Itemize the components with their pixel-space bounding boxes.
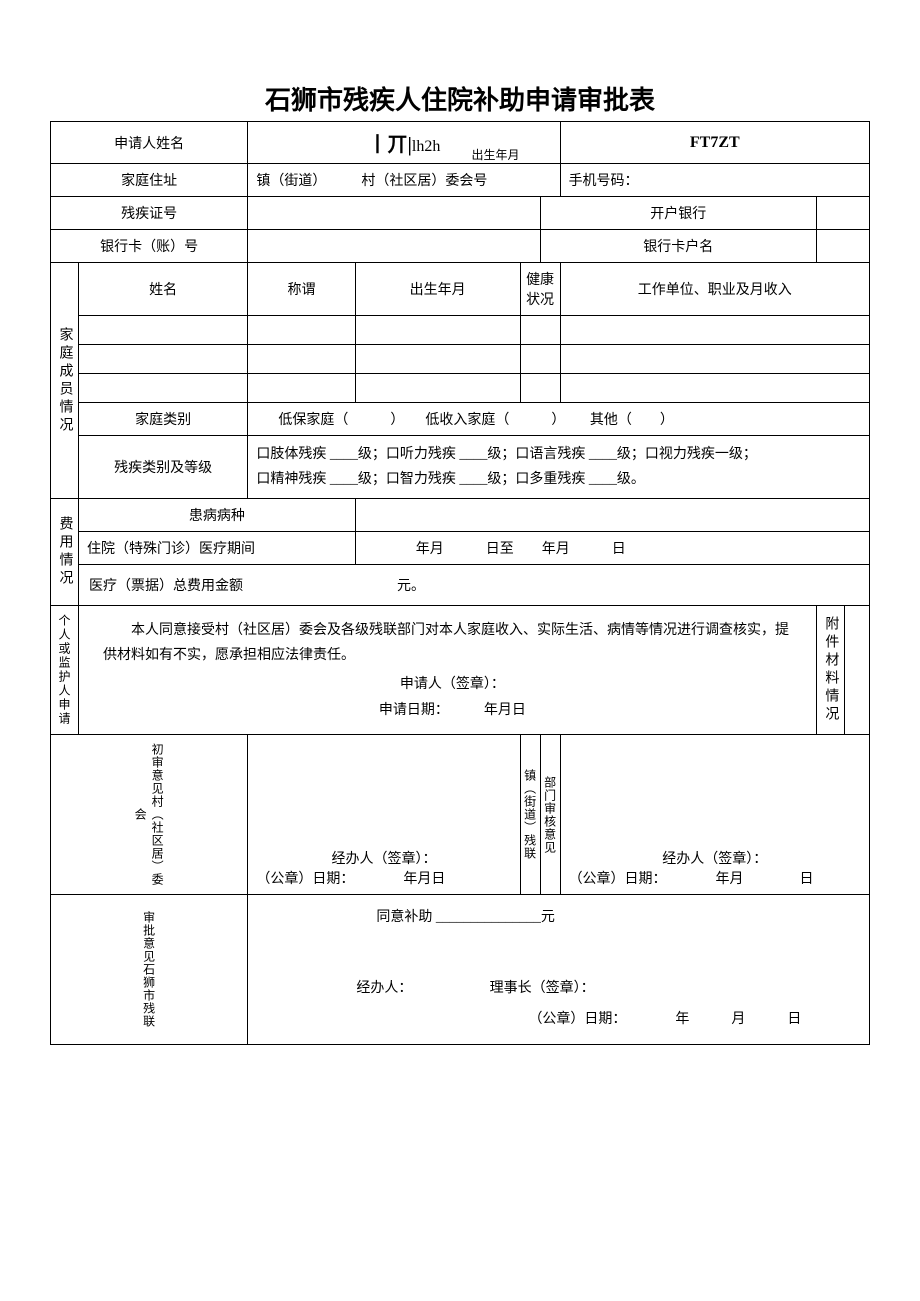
fm-health-label: 健康状况 [520,263,560,316]
total-cost-cell[interactable]: 医疗（票据）总费用金额 元。 [79,565,870,606]
disability-cert-label: 残疾证号 [51,197,248,230]
bank-card-holder-cell[interactable] [816,230,869,263]
bank-card-label: 银行卡（账）号 [51,230,248,263]
fm-name-label: 姓名 [79,263,248,316]
family-member-row[interactable] [51,316,870,345]
village-review-label: 初审意见村︵社区居︶委会 [51,735,248,895]
applicant-name-cell[interactable]: 丨丌|lh2h 出生年月 [248,122,560,164]
phone-cell[interactable]: FT7ZT [560,122,869,164]
illness-label: 患病病种 [79,499,356,532]
village-review-cell[interactable]: 经办人（签章）： （公章）日期： 年月日 [248,735,520,895]
period-label: 住院（特殊门诊）医疗期间 [79,532,356,565]
family-type-label: 家庭类别 [79,403,248,436]
fm-dob-label: 出生年月 [355,263,520,316]
declaration-section: 个人或监护人申请 [51,606,79,735]
form-table: 申请人姓名 丨丌|lh2h 出生年月 FT7ZT 家庭住址 镇（街道） 村（社区… [50,121,870,1045]
disability-cert-cell[interactable] [248,197,540,230]
town-review-sublabel: 部门审核意见 [540,735,560,895]
illness-cell[interactable] [355,499,869,532]
disability-type-label: 残疾类别及等级 [79,436,248,499]
home-address-cell[interactable]: 镇（街道） 村（社区居）委会号 [248,164,560,197]
costs-section: 费用情况 [51,499,79,606]
declaration-body[interactable]: 本人同意接受村（社区居）委会及各级残联部门对本人家庭收入、实际生活、病情等情况进… [79,606,817,735]
applicant-name-label: 申请人姓名 [51,122,248,164]
form-title: 石狮市残疾人住院补助申请审批表 [50,80,870,117]
approval-cell[interactable]: 同意补助 _______________元 经办人： 理事长（签章）： （公章）… [248,895,870,1045]
fm-work-label: 工作单位、职业及月收入 [560,263,869,316]
bank-card-holder-label: 银行卡户名 [540,230,816,263]
bank-cell[interactable] [816,197,869,230]
approval-section: 审批意见石狮市残联 [51,895,248,1045]
town-review-label: 镇︵街道︶残联 [520,735,540,895]
family-member-row[interactable] [51,374,870,403]
family-member-row[interactable] [51,345,870,374]
family-members-section: 家庭成员情况 [51,263,79,499]
period-cell[interactable]: 年月 日至 年月 日 [355,532,869,565]
attachments-label: 附件材料情况 [816,606,844,735]
attachments-cell[interactable] [844,606,869,735]
fm-relation-label: 称谓 [248,263,355,316]
town-review-cell[interactable]: 经办人（签章）： （公章）日期： 年月 日 [560,735,869,895]
bank-label: 开户银行 [540,197,816,230]
mobile-label[interactable]: 手机号码： [560,164,869,197]
family-type-cell[interactable]: 低保家庭（ ） 低收入家庭（ ） 其他（ ） [248,403,870,436]
home-address-label: 家庭住址 [51,164,248,197]
disability-type-cell[interactable]: 口肢体残疾 ____级；口听力残疾 ____级；口语言残疾 ____级；口视力残… [248,436,870,499]
bank-card-cell[interactable] [248,230,540,263]
